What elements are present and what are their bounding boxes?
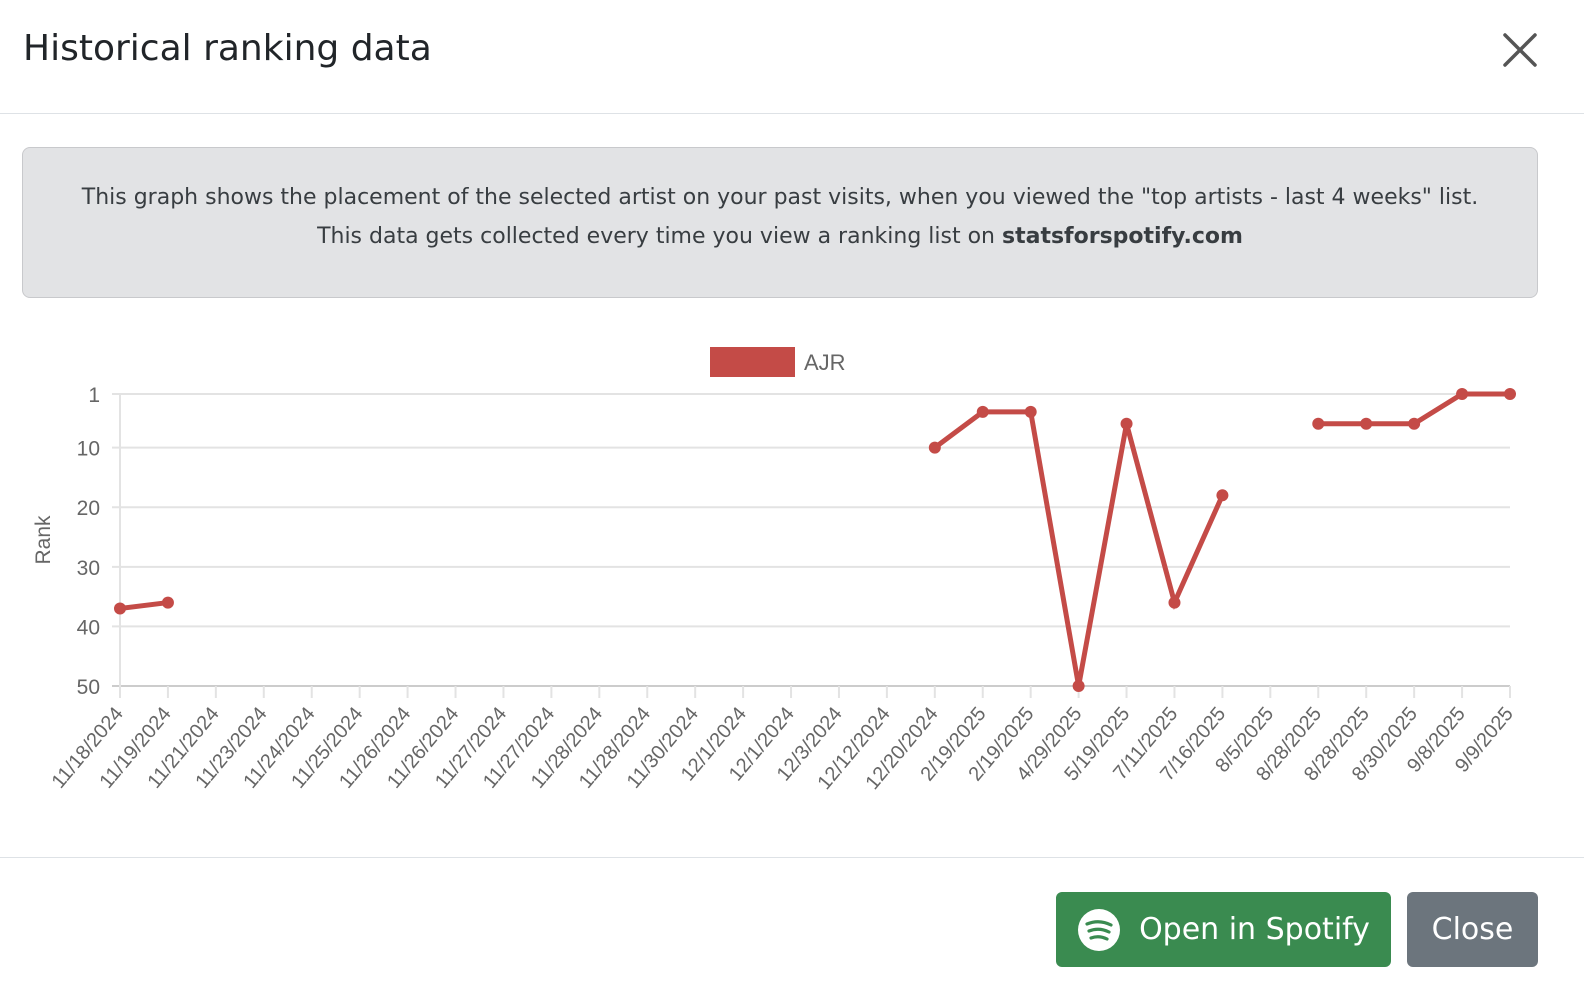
y-tick-label: 40: [77, 616, 100, 639]
data-point: [1312, 417, 1325, 430]
modal-footer: Open in Spotify Close: [0, 857, 1584, 1004]
close-icon[interactable]: [1500, 30, 1540, 70]
data-point: [976, 405, 989, 418]
data-point: [1168, 596, 1181, 609]
y-axis-title: Rank: [32, 515, 55, 565]
data-point: [1456, 388, 1469, 400]
data-point: [1024, 405, 1037, 418]
data-point: [1504, 388, 1516, 400]
site-name: statsforspotify.com: [1001, 224, 1243, 249]
series-line: [933, 409, 1225, 687]
y-tick-label: 20: [77, 497, 100, 520]
info-line-2-text: This data gets collected every time you …: [317, 224, 1002, 249]
ranking-chart: 1102030405011/18/202411/19/202411/21/202…: [32, 347, 1518, 794]
info-line-1: This graph shows the placement of the se…: [81, 185, 1479, 210]
open-in-spotify-label: Open in Spotify: [1139, 912, 1370, 947]
series-line: [119, 600, 169, 612]
data-point: [1408, 417, 1421, 430]
info-alert: This graph shows the placement of the se…: [22, 147, 1538, 298]
y-tick-label: 10: [77, 438, 100, 461]
modal-header: Historical ranking data: [0, 0, 1584, 114]
legend-label: AJR: [804, 350, 846, 375]
data-point: [161, 596, 174, 609]
open-in-spotify-button[interactable]: Open in Spotify: [1056, 892, 1391, 967]
data-point: [928, 441, 941, 454]
data-point: [1072, 680, 1085, 692]
data-point: [1120, 417, 1133, 430]
info-line-2: This data gets collected every time you …: [23, 217, 1537, 256]
data-point: [1216, 489, 1229, 502]
legend-swatch: [710, 347, 795, 377]
y-tick-label: 30: [77, 557, 100, 580]
spotify-icon: [1078, 908, 1121, 951]
modal-title: Historical ranking data: [23, 28, 432, 69]
close-button[interactable]: Close: [1407, 892, 1538, 967]
y-tick-label: 1: [88, 384, 100, 407]
data-point: [1360, 417, 1373, 430]
y-tick-label: 50: [77, 676, 100, 699]
data-point: [114, 602, 126, 615]
